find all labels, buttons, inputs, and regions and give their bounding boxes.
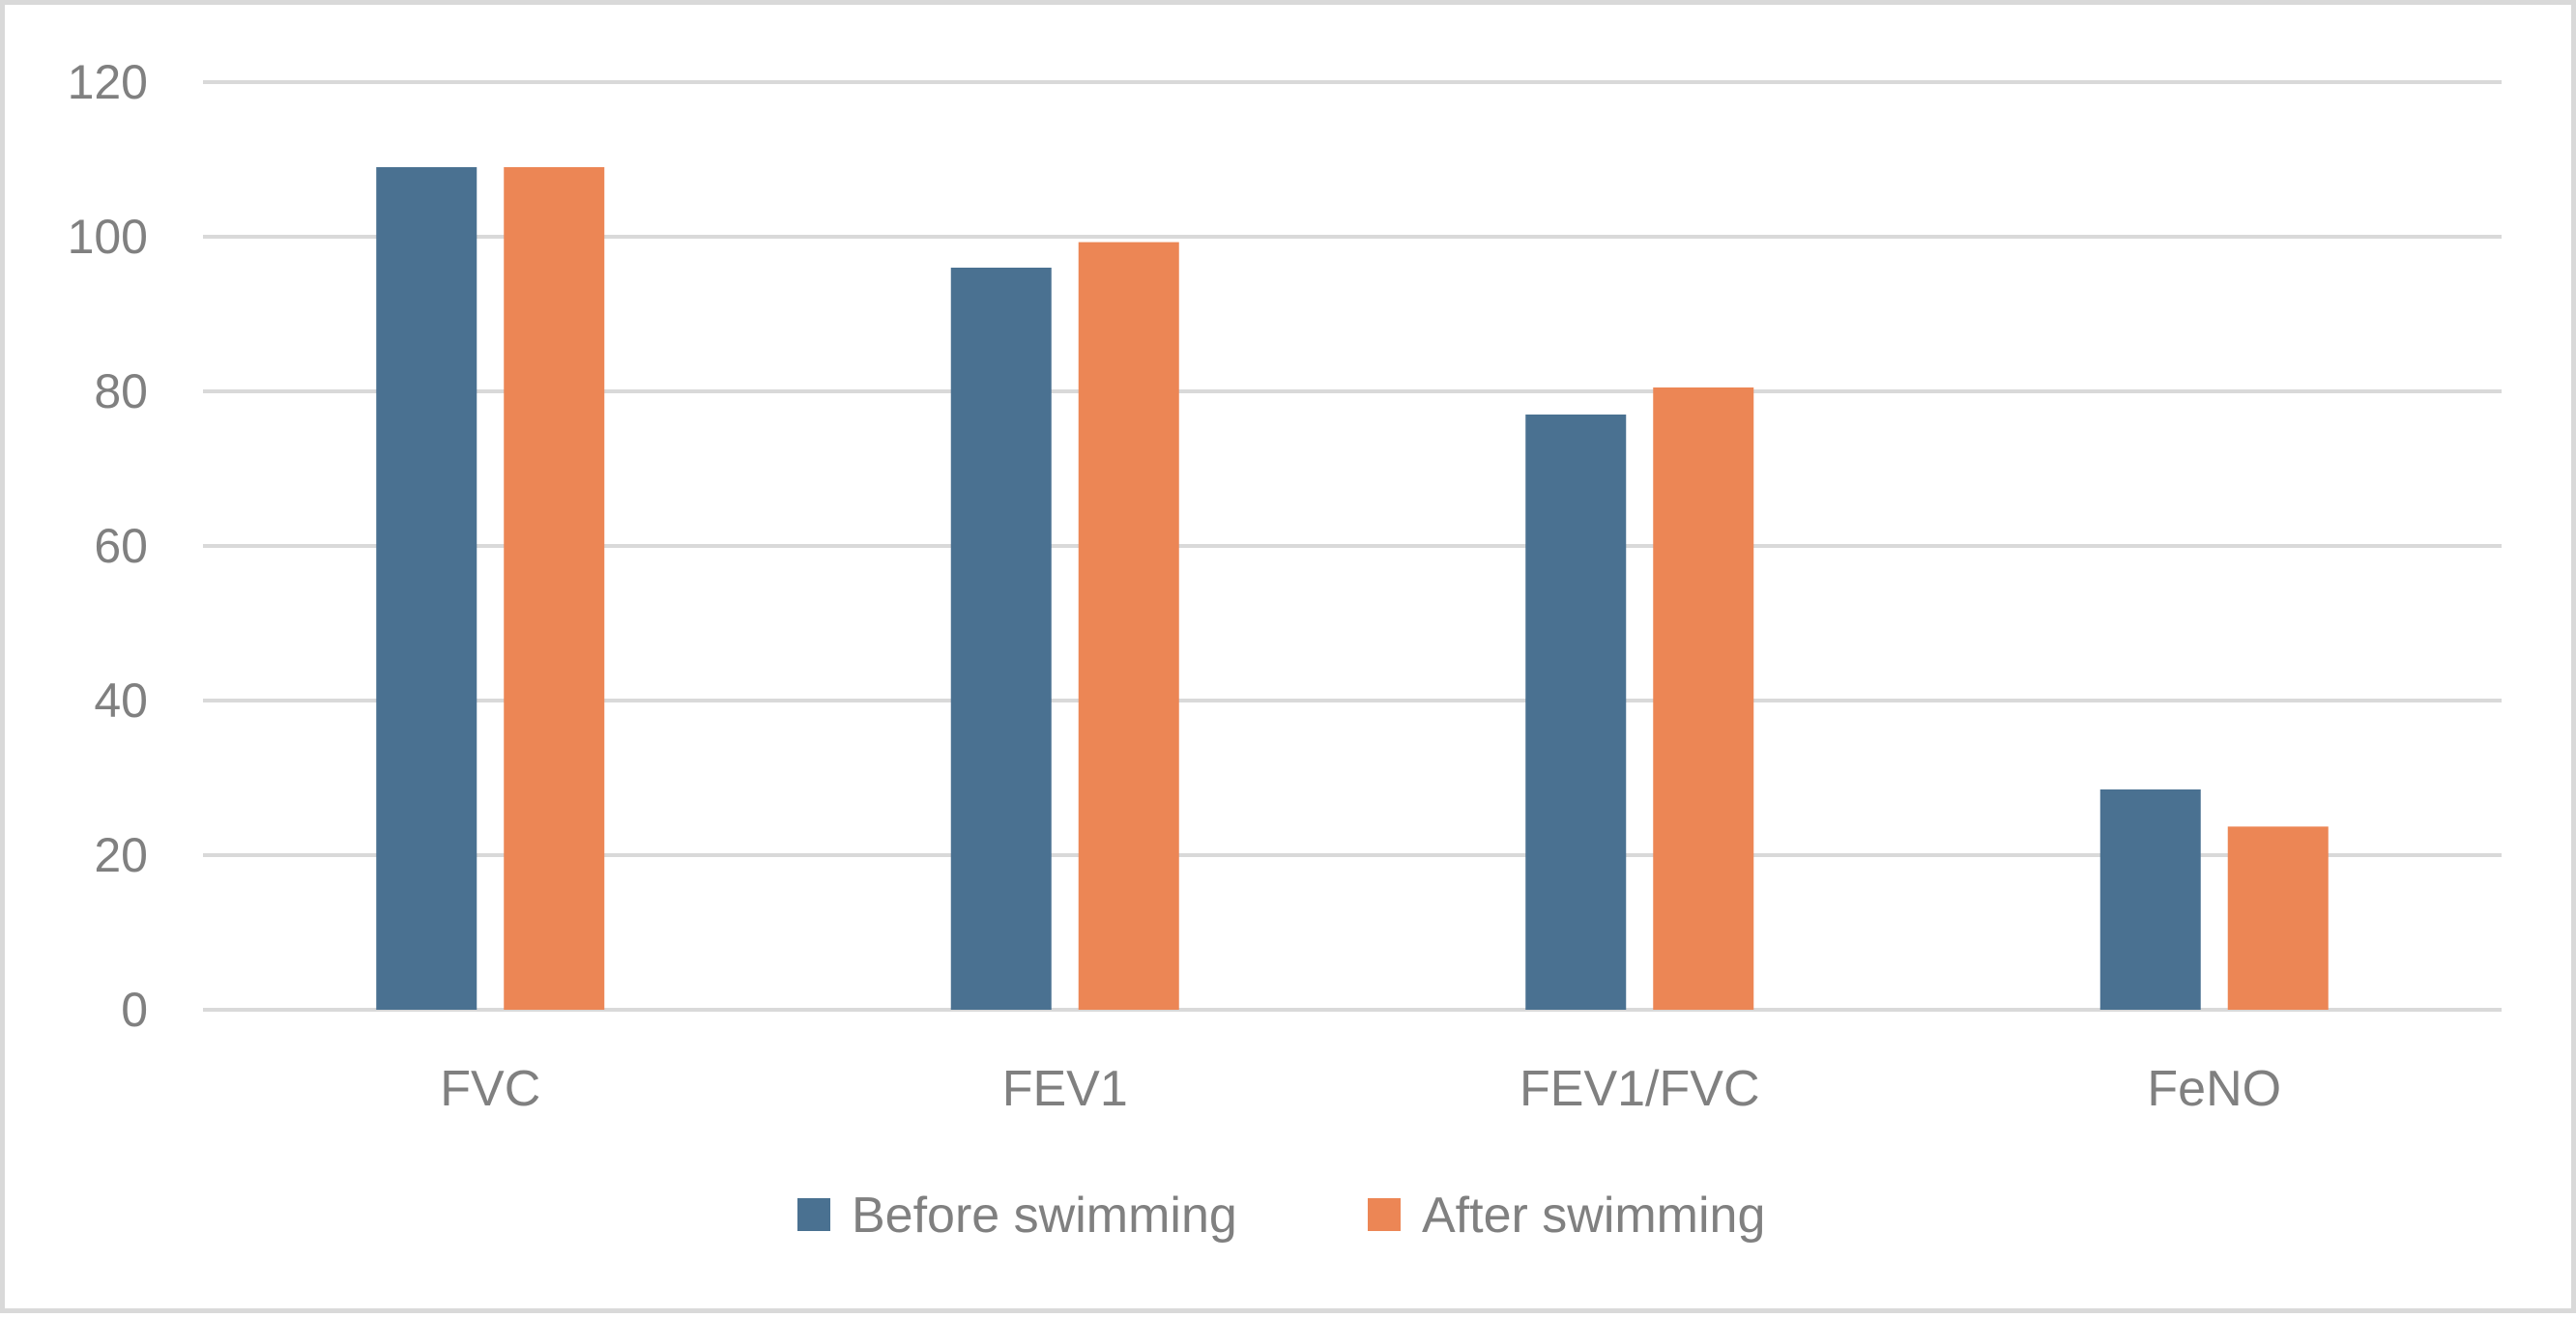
legend-swatch-after-swimming (1368, 1198, 1401, 1231)
bar-fev1-before-swimming (950, 268, 1052, 1010)
bar-fvc-before-swimming (376, 167, 478, 1010)
x-category-label-fev1-fvc: FEV1/FVC (1520, 1061, 1760, 1117)
y-tick-label-100: 100 (68, 210, 148, 264)
bar-fev1-fvc-after-swimming (1653, 387, 1754, 1010)
bar-fev1-after-swimming (1078, 242, 1179, 1011)
legend-swatch-before-swimming (797, 1198, 830, 1231)
legend-label-after-swimming: After swimming (1422, 1188, 1765, 1244)
y-tick-label-0: 0 (121, 983, 148, 1037)
bar-feno-before-swimming (2099, 789, 2201, 1010)
x-category-label-fev1: FEV1 (1002, 1061, 1128, 1117)
y-tick-label-20: 20 (94, 828, 148, 882)
legend-label-before-swimming: Before swimming (852, 1188, 1237, 1244)
y-tick-label-40: 40 (94, 673, 148, 728)
legend-item-before-swimming: Before swimming (797, 1188, 1237, 1244)
x-axis-category-labels: FVC FEV1 FEV1/FVC FeNO (440, 1061, 2281, 1117)
bars (376, 167, 2329, 1011)
bar-fev1-fvc-before-swimming (1525, 415, 1627, 1010)
legend: Before swimming After swimming (797, 1188, 1765, 1244)
y-tick-label-120: 120 (68, 55, 148, 109)
bar-feno-after-swimming (2227, 826, 2329, 1010)
bar-chart: 0 20 40 60 80 100 120 FVC FEV1 FEV1/FVC FeNO Befo… (68, 55, 2502, 1244)
bar-fvc-after-swimming (504, 167, 605, 1010)
y-tick-label-80: 80 (94, 364, 148, 418)
y-axis-tick-labels: 0 20 40 60 80 100 120 (68, 55, 148, 1037)
legend-item-after-swimming: After swimming (1368, 1188, 1765, 1244)
x-category-label-feno: FeNO (2147, 1061, 2281, 1117)
x-category-label-fvc: FVC (440, 1061, 540, 1117)
y-tick-label-60: 60 (94, 519, 148, 573)
